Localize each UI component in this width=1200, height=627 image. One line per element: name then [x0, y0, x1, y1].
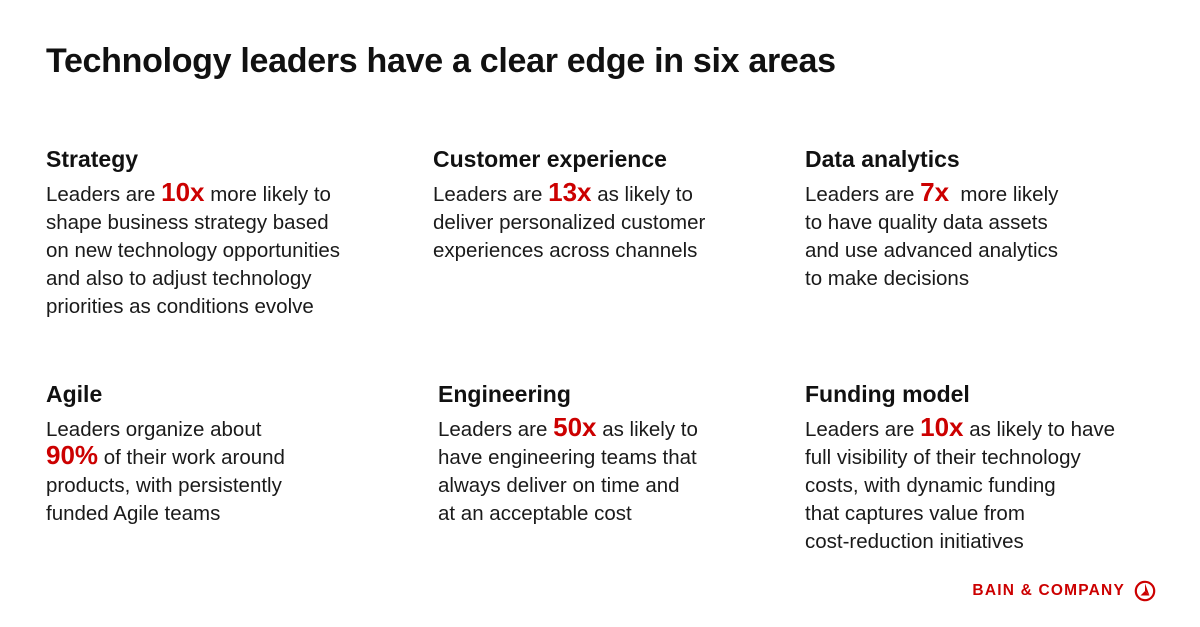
body-line: 90% of their work around — [46, 442, 391, 472]
body-line: and also to adjust technology — [46, 267, 312, 290]
body-text: more likely to — [204, 183, 331, 206]
body-line: Leaders are 13x as likely to — [433, 179, 778, 209]
body-text: Leaders are — [805, 418, 921, 441]
body-text: Leaders are — [433, 183, 549, 206]
body-text: as likely to — [596, 418, 698, 441]
card-heading-customer-experience: Customer experience — [433, 146, 667, 172]
body-line: to have quality data assets — [805, 211, 1048, 234]
body-line: costs, with dynamic funding — [805, 474, 1056, 497]
card-data-analytics: Data analytics Leaders are 7x more likel… — [805, 145, 1150, 293]
card-customer-experience: Customer experience Leaders are 13x as l… — [433, 145, 778, 265]
card-heading-agile: Agile — [46, 381, 103, 407]
card-heading-strategy: Strategy — [46, 146, 139, 172]
body-line: at an acceptable cost — [438, 502, 632, 525]
body-line: deliver personalized customer — [433, 211, 706, 234]
brand-name: BAIN & COMPANY — [972, 582, 1125, 599]
highlight-stat: 7x — [920, 177, 950, 207]
body-line: Leaders are 7x more likely — [805, 179, 1150, 209]
card-body-customer-experience: Leaders are 13x as likely to deliver per… — [433, 179, 778, 265]
body-text: Leaders are — [46, 183, 162, 206]
card-agile: Agile Leaders organize about 90% of thei… — [46, 380, 391, 528]
body-line: full visibility of their technology — [805, 446, 1081, 469]
highlight-stat: 10x — [161, 177, 205, 207]
body-line: have engineering teams that — [438, 446, 697, 469]
body-line: that captures value from — [805, 502, 1025, 525]
card-body-engineering: Leaders are 50x as likely to have engine… — [438, 414, 783, 528]
card-heading-funding-model: Funding model — [805, 381, 970, 407]
highlight-stat: 50x — [553, 412, 597, 442]
body-line: always deliver on time and — [438, 474, 680, 497]
body-line: priorities as conditions evolve — [46, 295, 314, 318]
body-text: of their work around — [98, 446, 285, 469]
highlight-stat: 13x — [548, 177, 592, 207]
highlight-stat: 10x — [920, 412, 964, 442]
brand-logo: BAIN & COMPANY — [972, 580, 1156, 602]
card-engineering: Engineering Leaders are 50x as likely to… — [438, 380, 783, 528]
body-line: funded Agile teams — [46, 502, 221, 525]
body-text: more likely — [949, 183, 1059, 206]
bain-logo-icon — [1134, 580, 1156, 602]
body-line: Leaders organize about — [46, 418, 262, 441]
body-line: on new technology opportunities — [46, 239, 341, 262]
body-text: as likely to have — [963, 418, 1116, 441]
body-line: Leaders are 10x more likely to — [46, 179, 391, 209]
body-line: products, with persistently — [46, 474, 282, 497]
card-strategy: Strategy Leaders are 10x more likely to … — [46, 145, 391, 321]
page-title: Technology leaders have a clear edge in … — [46, 42, 836, 80]
body-text: Leaders are — [805, 183, 921, 206]
body-line: Leaders are 10x as likely to have — [805, 414, 1150, 444]
body-line: to make decisions — [805, 267, 970, 290]
body-line: shape business strategy based — [46, 211, 329, 234]
card-body-agile: Leaders organize about 90% of their work… — [46, 416, 391, 528]
highlight-stat: 90% — [46, 440, 99, 470]
body-line: experiences across channels — [433, 239, 698, 262]
card-funding-model: Funding model Leaders are 10x as likely … — [805, 380, 1150, 556]
body-line: Leaders are 50x as likely to — [438, 414, 783, 444]
card-body-funding-model: Leaders are 10x as likely to have full v… — [805, 414, 1150, 556]
card-heading-data-analytics: Data analytics — [805, 146, 960, 172]
body-line: and use advanced analytics — [805, 239, 1059, 262]
card-body-strategy: Leaders are 10x more likely to shape bus… — [46, 179, 391, 321]
body-line: cost-reduction initiatives — [805, 530, 1024, 553]
body-text: as likely to — [591, 183, 693, 206]
card-body-data-analytics: Leaders are 7x more likely to have quali… — [805, 179, 1150, 293]
card-heading-engineering: Engineering — [438, 381, 571, 407]
body-text: Leaders are — [438, 418, 554, 441]
